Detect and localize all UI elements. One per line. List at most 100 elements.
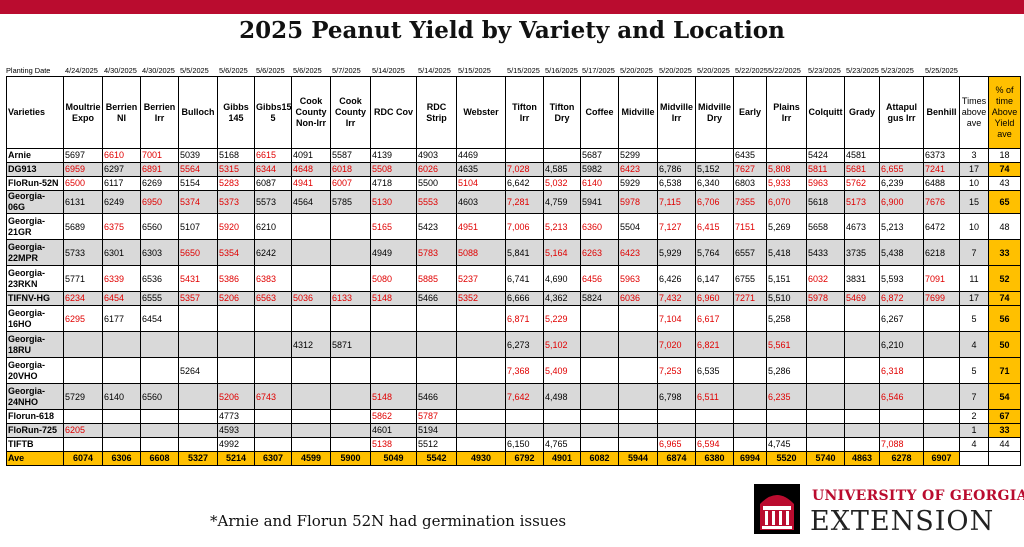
yield-cell: 5508 [370, 162, 417, 177]
yield-cell [923, 409, 960, 424]
yield-cell: 7,115 [657, 190, 696, 214]
header-varieties: Varieties [6, 76, 64, 149]
yield-cell [330, 423, 371, 438]
yield-cell: 4,362 [543, 291, 581, 306]
yield-cell [806, 331, 845, 358]
yield-cell: 6,415 [695, 213, 734, 240]
header-location: Cook County Irr [330, 76, 371, 149]
yield-cell [217, 305, 255, 332]
yield-cell: 5,286 [766, 357, 807, 384]
yield-cell: 5299 [618, 148, 658, 163]
yield-cell: 6,900 [879, 190, 924, 214]
yield-cell: 4091 [291, 148, 331, 163]
header-location: RDC Strip [416, 76, 457, 149]
yield-cell: 4648 [291, 162, 331, 177]
pct-above-cell: 74 [988, 291, 1021, 306]
planting-date: 5/6/2025 [256, 66, 285, 75]
yield-cell: 6560 [140, 383, 179, 410]
planting-date-label: Planting Date [6, 66, 51, 75]
yield-cell [580, 305, 619, 332]
yield-cell: 4,585 [543, 162, 581, 177]
yield-cell: 6,235 [766, 383, 807, 410]
pct-above-cell: 48 [988, 213, 1021, 240]
planting-date: 5/22/2025 [768, 66, 801, 75]
uga-arch-logo-icon [754, 484, 800, 534]
yield-cell [618, 423, 658, 438]
yield-cell [456, 357, 506, 384]
header-location: Attapul gus Irr [879, 76, 924, 149]
yield-cell: 6500 [63, 176, 103, 191]
yield-cell: 5315 [217, 162, 255, 177]
yield-cell: 6488 [923, 176, 960, 191]
yield-cell: 6373 [923, 148, 960, 163]
yield-cell [618, 409, 658, 424]
yield-cell [923, 357, 960, 384]
yield-cell: 5,032 [543, 176, 581, 191]
yield-cell: 5,151 [766, 265, 807, 292]
yield-cell: 5,933 [766, 176, 807, 191]
yield-cell: 4564 [291, 190, 331, 214]
yield-cell: 6,965 [657, 437, 696, 452]
average-cell: 5049 [370, 451, 417, 466]
yield-cell [618, 331, 658, 358]
yield-cell [580, 331, 619, 358]
table-row: Georgia-21GR 5689 6375 6560 5107 5920 6210 5165… [6, 213, 1021, 240]
yield-cell: 6,150 [505, 437, 544, 452]
pct-above-cell: 74 [988, 162, 1021, 177]
yield-cell: 5978 [618, 190, 658, 214]
yield-cell: 5733 [63, 239, 103, 266]
header-location: Gibbs 145 [217, 76, 255, 149]
pct-above-cell: 65 [988, 190, 1021, 214]
extension-label: EXTENSION [810, 506, 995, 537]
planting-date: 5/7/2025 [332, 66, 361, 75]
yield-cell [63, 357, 103, 384]
yield-cell: 5941 [580, 190, 619, 214]
yield-cell [102, 423, 141, 438]
yield-cell: 6,821 [695, 331, 734, 358]
yield-cell: 4601 [370, 423, 417, 438]
planting-date: 4/30/2025 [142, 66, 175, 75]
yield-cell: 6026 [416, 162, 457, 177]
yield-cell [102, 437, 141, 452]
yield-cell [254, 331, 292, 358]
yield-cell: 4773 [217, 409, 255, 424]
yield-cell: 4949 [370, 239, 417, 266]
yield-cell: 5168 [217, 148, 255, 163]
planting-date: 5/6/2025 [219, 66, 248, 75]
empty-cell [959, 451, 989, 466]
pct-above-cell: 33 [988, 423, 1021, 438]
yield-cell: 5,841 [505, 239, 544, 266]
header-location: RDC Cov [370, 76, 417, 149]
yield-cell [766, 148, 807, 163]
yield-cell [733, 331, 767, 358]
yield-cell: 5154 [178, 176, 218, 191]
yield-cell: 7355 [733, 190, 767, 214]
yield-cell [543, 423, 581, 438]
yield-cell: 6339 [102, 265, 141, 292]
yield-cell: 7001 [140, 148, 179, 163]
yield-cell: 7,020 [657, 331, 696, 358]
planting-date: 5/20/2025 [620, 66, 653, 75]
yield-cell: 4673 [844, 213, 880, 240]
yield-cell [416, 331, 457, 358]
table-row: Georgia-23RKN 5771 6339 6536 5431 5386 6383 508… [6, 265, 1021, 292]
yield-cell: 5783 [416, 239, 457, 266]
pct-above-cell: 54 [988, 383, 1021, 410]
university-name: UNIVERSITY OF GEORGIA [812, 488, 1024, 504]
yield-cell: 5824 [580, 291, 619, 306]
yield-cell: 7,028 [505, 162, 544, 177]
yield-cell: 6959 [63, 162, 103, 177]
yield-cell: 6557 [733, 239, 767, 266]
yield-cell: 5,213 [543, 213, 581, 240]
yield-cell: 6,426 [657, 265, 696, 292]
planting-date: 5/20/2025 [697, 66, 730, 75]
yield-cell [178, 383, 218, 410]
yield-cell [254, 409, 292, 424]
yield-cell: 5650 [178, 239, 218, 266]
yield-cell [330, 357, 371, 384]
yield-cell: 5,269 [766, 213, 807, 240]
yield-cell: 5431 [178, 265, 218, 292]
yield-cell [733, 305, 767, 332]
yield-cell: 6117 [102, 176, 141, 191]
header-location: Midville Irr [657, 76, 696, 149]
